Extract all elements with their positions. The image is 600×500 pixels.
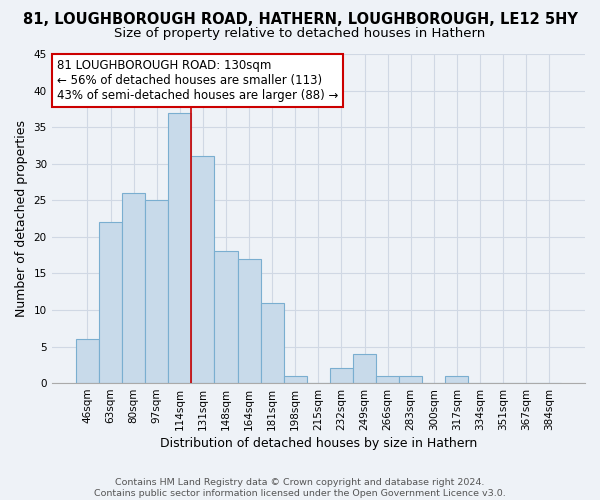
Bar bbox=[122, 193, 145, 383]
Bar bbox=[284, 376, 307, 383]
Bar bbox=[376, 376, 399, 383]
Bar bbox=[353, 354, 376, 383]
Bar bbox=[260, 302, 284, 383]
Bar bbox=[99, 222, 122, 383]
Bar bbox=[445, 376, 469, 383]
X-axis label: Distribution of detached houses by size in Hathern: Distribution of detached houses by size … bbox=[160, 437, 477, 450]
Bar bbox=[214, 252, 238, 383]
Bar bbox=[330, 368, 353, 383]
Text: Size of property relative to detached houses in Hathern: Size of property relative to detached ho… bbox=[115, 28, 485, 40]
Bar bbox=[191, 156, 214, 383]
Bar bbox=[145, 200, 168, 383]
Text: 81, LOUGHBOROUGH ROAD, HATHERN, LOUGHBOROUGH, LE12 5HY: 81, LOUGHBOROUGH ROAD, HATHERN, LOUGHBOR… bbox=[23, 12, 577, 28]
Bar bbox=[399, 376, 422, 383]
Bar bbox=[238, 259, 260, 383]
Text: 81 LOUGHBOROUGH ROAD: 130sqm
← 56% of detached houses are smaller (113)
43% of s: 81 LOUGHBOROUGH ROAD: 130sqm ← 56% of de… bbox=[57, 59, 338, 102]
Bar bbox=[76, 339, 99, 383]
Y-axis label: Number of detached properties: Number of detached properties bbox=[15, 120, 28, 317]
Bar bbox=[168, 112, 191, 383]
Text: Contains HM Land Registry data © Crown copyright and database right 2024.
Contai: Contains HM Land Registry data © Crown c… bbox=[94, 478, 506, 498]
